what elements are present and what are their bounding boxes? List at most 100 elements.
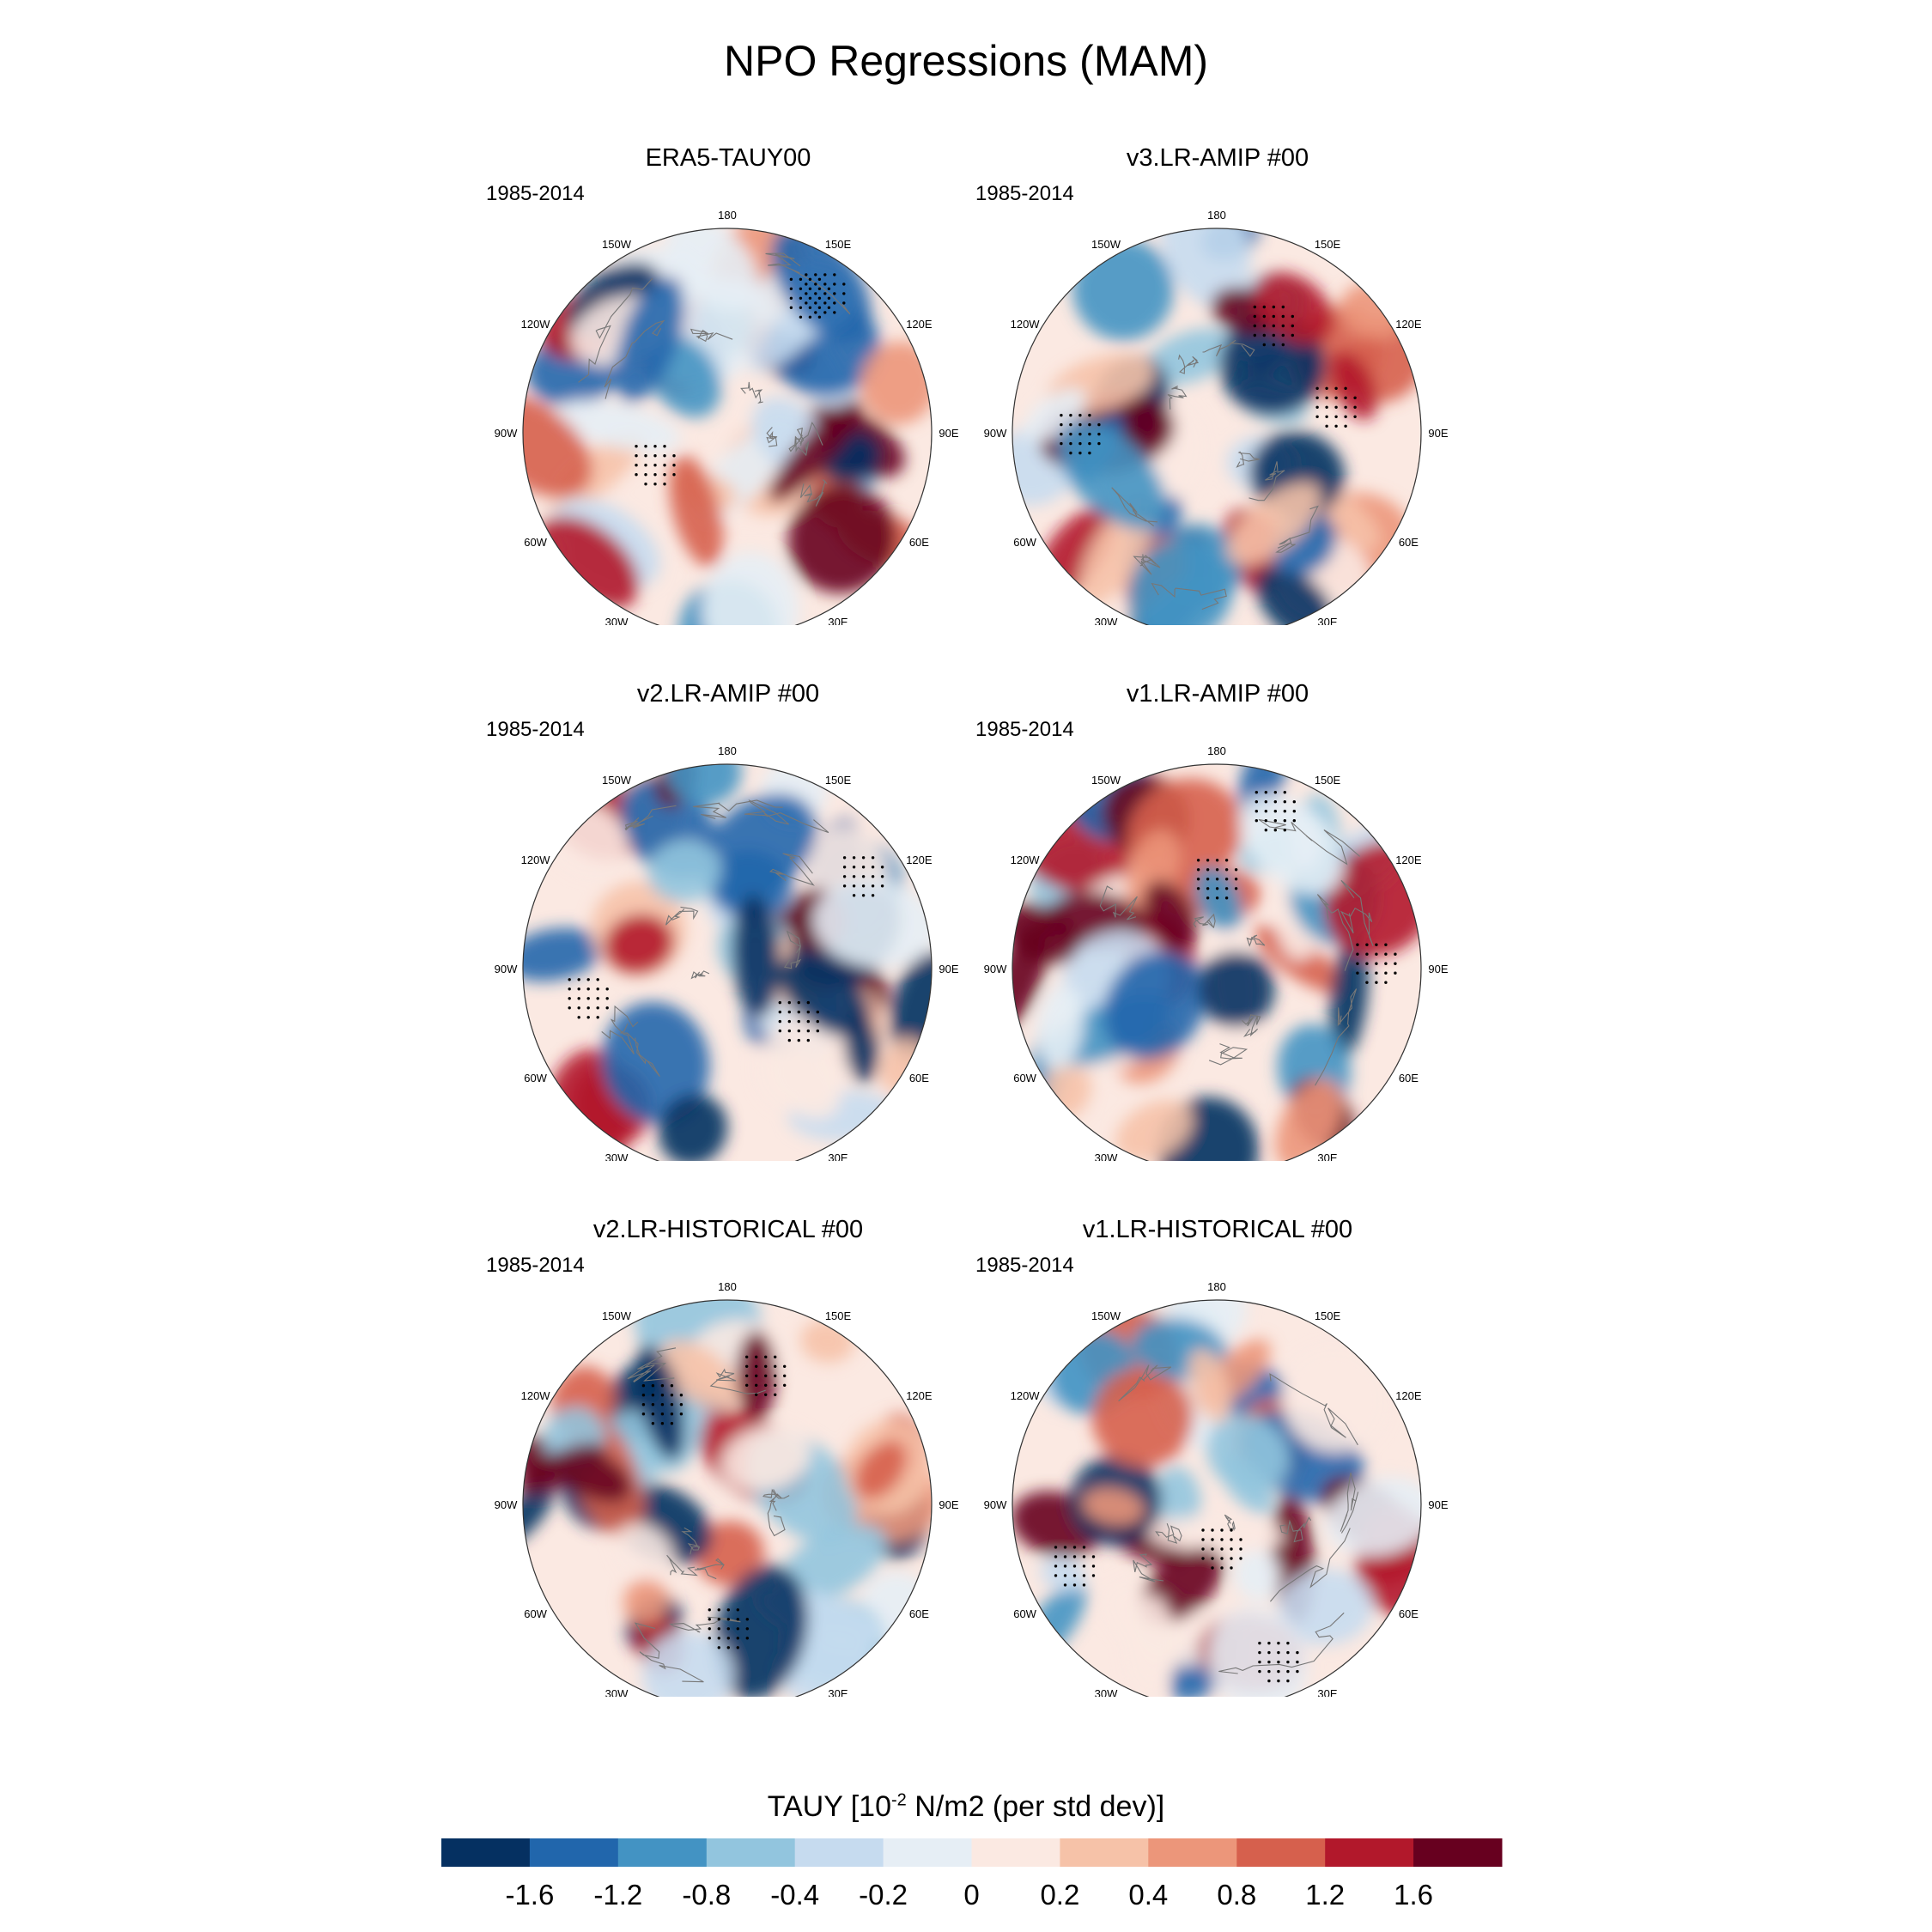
negative-anomaly bbox=[1156, 1466, 1201, 1529]
polar-map: 180150E120E90E60E30E030W60W90W120W150W bbox=[495, 1280, 959, 1697]
negative-anomaly bbox=[1239, 793, 1345, 895]
longitude-label: 90W bbox=[495, 1498, 518, 1511]
longitude-label: 90W bbox=[495, 427, 518, 440]
significance-stippling bbox=[1196, 791, 1397, 984]
colorbar-swatch bbox=[706, 1838, 796, 1867]
anomaly-field bbox=[523, 228, 932, 625]
positive-anomaly bbox=[623, 1578, 669, 1625]
longitude-label: 120W bbox=[521, 318, 551, 331]
negative-anomaly bbox=[523, 927, 603, 981]
coastlines bbox=[578, 252, 851, 507]
significance-stippling bbox=[1054, 1528, 1299, 1683]
longitude-label: 60W bbox=[524, 1607, 547, 1620]
longitude-label: 60E bbox=[909, 1607, 929, 1620]
negative-anomaly bbox=[665, 228, 760, 311]
map-rim bbox=[1012, 228, 1422, 625]
coastlines bbox=[1099, 818, 1374, 1086]
panel-period: 1985-2014 bbox=[486, 718, 585, 741]
longitude-label: 90E bbox=[939, 1498, 958, 1511]
longitude-label: 30W bbox=[1095, 616, 1118, 625]
longitude-label: 120W bbox=[521, 854, 551, 866]
panel-title: v2.LR-HISTORICAL #00 bbox=[592, 1216, 864, 1243]
colorbar-swatch bbox=[617, 1838, 708, 1867]
anomaly-field bbox=[523, 764, 932, 1161]
longitude-label: 60W bbox=[1013, 1607, 1036, 1620]
significance-stippling bbox=[1060, 305, 1357, 455]
longitude-label: 180 bbox=[1207, 209, 1226, 222]
positive-anomaly bbox=[1115, 1100, 1193, 1161]
longitude-label: 90E bbox=[939, 427, 958, 440]
positive-anomaly bbox=[756, 1012, 856, 1109]
panel-period: 1985-2014 bbox=[975, 182, 1074, 205]
longitude-label: 30W bbox=[1095, 1151, 1118, 1161]
colorbar-swatch bbox=[529, 1838, 619, 1867]
map-rim bbox=[522, 228, 933, 625]
longitude-label: 120E bbox=[906, 854, 933, 866]
longitude-label: 120E bbox=[1395, 318, 1422, 331]
colorbar-tick-label: 1.6 bbox=[1394, 1879, 1433, 1911]
longitude-label: 180 bbox=[718, 1280, 737, 1293]
map-panel: v2.LR-AMIP #00 1985-2014 180 150E 120E 90E 6… bbox=[483, 680, 973, 1161]
positive-anomaly bbox=[1082, 1487, 1145, 1526]
colorbar-tick-label: -0.2 bbox=[859, 1879, 908, 1911]
longitude-label: 30W bbox=[1095, 1687, 1118, 1697]
negative-anomaly bbox=[1198, 951, 1275, 1028]
positive-anomaly bbox=[523, 395, 592, 498]
anomaly-field bbox=[1012, 228, 1421, 625]
negative-anomaly bbox=[658, 1094, 728, 1161]
longitude-label: 30E bbox=[1317, 1151, 1337, 1161]
map-rim bbox=[522, 1299, 933, 1697]
longitude-label: 120E bbox=[1395, 854, 1422, 866]
colorbar-swatch bbox=[971, 1838, 1060, 1867]
positive-anomaly bbox=[604, 914, 674, 974]
longitude-label: 30E bbox=[1317, 616, 1337, 625]
longitude-label: 150E bbox=[825, 1309, 852, 1322]
colorbar-swatch bbox=[1413, 1838, 1503, 1867]
positive-anomaly bbox=[615, 1523, 674, 1579]
negative-anomaly bbox=[812, 880, 932, 969]
longitude-label: 90W bbox=[984, 963, 1007, 975]
colorbar-swatch bbox=[1148, 1838, 1237, 1867]
negative-anomaly bbox=[1024, 388, 1086, 443]
map-rim bbox=[1012, 763, 1422, 1161]
colorbar-units: N/m2 (per std dev)] bbox=[906, 1790, 1165, 1823]
negative-anomaly bbox=[647, 840, 722, 902]
longitude-label: 60W bbox=[1013, 1072, 1036, 1084]
longitude-label: 150W bbox=[602, 1309, 632, 1322]
negative-anomaly bbox=[732, 895, 781, 1018]
negative-anomaly bbox=[777, 1523, 887, 1603]
panel-period: 1985-2014 bbox=[975, 1254, 1074, 1277]
figure-title: NPO Regressions (MAM) bbox=[724, 37, 1208, 85]
panel-period: 1985-2014 bbox=[975, 718, 1074, 741]
longitude-label: 90E bbox=[1428, 1498, 1448, 1511]
longitude-label: 150W bbox=[602, 774, 632, 787]
colorbar-tick-label: -0.4 bbox=[770, 1879, 819, 1911]
longitude-label: 30E bbox=[828, 1151, 848, 1161]
colorbar-swatch bbox=[883, 1838, 972, 1867]
positive-anomaly bbox=[721, 1425, 811, 1492]
negative-anomaly bbox=[615, 277, 684, 403]
negative-anomaly bbox=[1234, 1550, 1281, 1601]
positive-anomaly bbox=[769, 399, 862, 502]
map-panel: v1.LR-AMIP #00 1985-2014 180 150E 120E 90E 6… bbox=[973, 680, 1462, 1161]
positive-anomaly bbox=[1188, 1348, 1231, 1424]
longitude-label: 120W bbox=[521, 1389, 551, 1402]
longitude-label: 150E bbox=[1315, 238, 1341, 251]
longitude-label: 30W bbox=[605, 616, 629, 625]
positive-anomaly bbox=[1012, 902, 1078, 965]
longitude-label: 120E bbox=[1395, 1389, 1422, 1402]
longitude-label: 150W bbox=[1091, 774, 1121, 787]
map-rim bbox=[522, 763, 933, 1161]
coastlines bbox=[627, 1347, 790, 1683]
colorbar-swatch bbox=[794, 1838, 884, 1867]
longitude-label: 30W bbox=[605, 1151, 629, 1161]
negative-anomaly bbox=[1207, 1607, 1308, 1697]
significance-stippling bbox=[641, 1355, 787, 1649]
longitude-label: 30E bbox=[1317, 1687, 1337, 1697]
colorbar-tick-label: 0.8 bbox=[1217, 1879, 1256, 1911]
longitude-label: 150E bbox=[1315, 1309, 1341, 1322]
polar-map: 180150E120E90E60E30E030W60W90W120W150W bbox=[984, 209, 1449, 625]
panel-period: 1985-2014 bbox=[486, 1254, 585, 1277]
map-panel: v3.LR-AMIP #00 1985-2014 180 150E 120E 90E 6… bbox=[973, 144, 1462, 625]
significance-stippling bbox=[568, 856, 884, 1042]
